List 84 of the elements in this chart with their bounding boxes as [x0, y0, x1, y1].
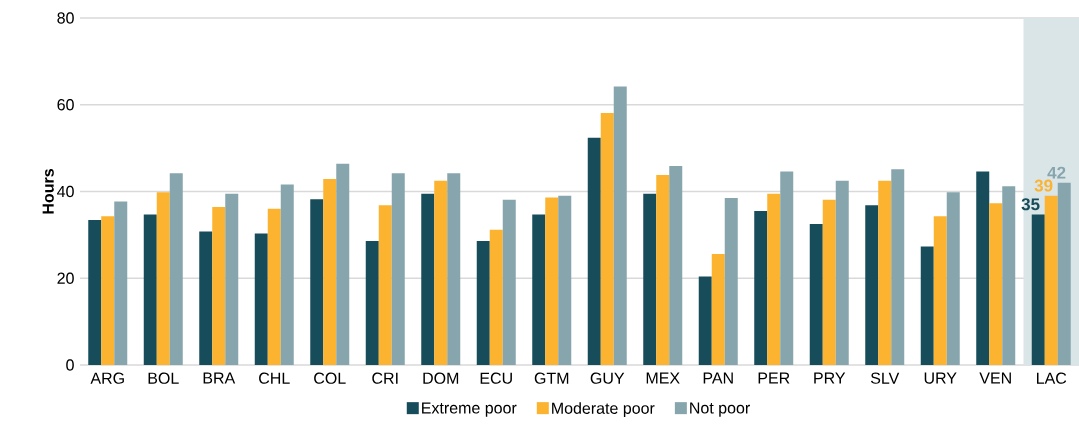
- bar: [267, 208, 281, 365]
- bar: [545, 197, 559, 365]
- bar: [391, 173, 405, 365]
- x-tick-label: DOM: [423, 372, 459, 384]
- bar: [1044, 195, 1058, 365]
- bar: [502, 199, 516, 365]
- bar: [976, 171, 990, 365]
- x-tick-label: COL: [314, 372, 346, 384]
- x-tick-label: LAC: [1037, 372, 1067, 384]
- bar: [489, 229, 503, 365]
- x-tick-label: ARG: [90, 372, 124, 384]
- bar: [1057, 182, 1071, 365]
- bar: [365, 240, 379, 365]
- y-tick-label: 60: [57, 99, 74, 111]
- bar: [101, 216, 115, 365]
- x-tick-label: SLV: [870, 372, 900, 384]
- bar: [447, 173, 461, 365]
- y-tick-label: 40: [57, 185, 74, 198]
- bar: [558, 195, 572, 365]
- x-tick-label: GUY: [590, 372, 625, 384]
- bar: [323, 178, 337, 365]
- bar: [1031, 214, 1045, 365]
- bar: [891, 169, 905, 365]
- bar: [920, 246, 934, 365]
- bar: [669, 165, 683, 365]
- x-tick-label: GTM: [534, 372, 569, 384]
- bar: [711, 253, 725, 365]
- x-tick-label: PER: [758, 372, 790, 384]
- bar: [169, 173, 183, 365]
- data-label: 35: [1021, 198, 1040, 211]
- bar: [1002, 186, 1016, 365]
- x-tick-label: MEX: [646, 372, 680, 384]
- x-tick-label: BRA: [203, 372, 236, 384]
- y-tick-label: 0: [66, 359, 74, 371]
- bar: [476, 240, 490, 365]
- bar: [88, 220, 102, 365]
- bar: [600, 112, 614, 365]
- bar: [835, 180, 849, 365]
- bar: [698, 276, 712, 365]
- x-tick-label: ECU: [480, 372, 512, 384]
- bar: [643, 193, 657, 365]
- bar: [434, 180, 448, 365]
- bar: [878, 180, 892, 365]
- bar: [378, 205, 392, 365]
- bar: [822, 199, 836, 365]
- bar: [613, 86, 627, 365]
- bar: [225, 193, 239, 365]
- x-tick-label: BOL: [148, 372, 179, 384]
- legend-label: Not poor: [690, 402, 750, 417]
- bar: [199, 231, 213, 365]
- data-label: 42: [1047, 166, 1066, 179]
- bar: [946, 192, 960, 365]
- bar: [114, 201, 128, 365]
- bar: [780, 171, 794, 365]
- bar: [865, 205, 879, 365]
- x-tick-label: PRY: [814, 372, 846, 384]
- bar: [254, 233, 268, 365]
- x-tick-label: CHL: [259, 372, 290, 384]
- bar: [532, 214, 546, 365]
- bar: [310, 199, 324, 365]
- x-tick-label: CRI: [372, 372, 398, 384]
- bar: [754, 211, 768, 365]
- bar: [143, 214, 157, 365]
- bar: [156, 192, 170, 365]
- bar: [280, 184, 294, 365]
- bar: [933, 216, 947, 365]
- bar: [989, 203, 1003, 365]
- bar: [767, 193, 781, 365]
- bar: [336, 163, 350, 365]
- bar: [421, 193, 435, 365]
- data-label: 39: [1034, 179, 1053, 192]
- bar: [656, 175, 670, 365]
- y-axis-title: Hours: [42, 169, 54, 214]
- x-tick-label: VEN: [979, 372, 1011, 384]
- legend-label: Extreme poor: [422, 402, 517, 417]
- bar: [212, 207, 226, 365]
- y-tick-label: 20: [57, 272, 74, 284]
- bar: [724, 198, 738, 365]
- bar: [809, 224, 823, 365]
- x-tick-label: PAN: [703, 372, 733, 384]
- bar: [587, 137, 601, 365]
- legend-label: Moderate poor: [552, 402, 655, 418]
- y-tick-label: 80: [57, 12, 74, 24]
- x-tick-label: URY: [924, 372, 957, 384]
